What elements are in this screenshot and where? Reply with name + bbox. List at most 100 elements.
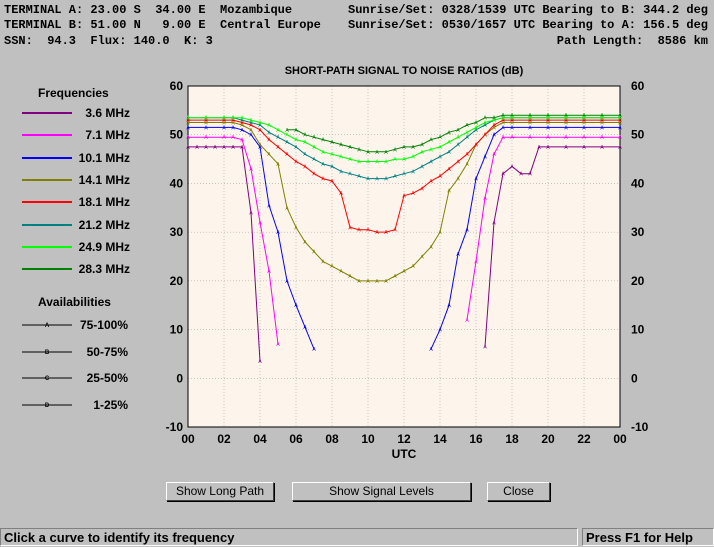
- data-point: A: [312, 172, 316, 178]
- chart-title: SHORT-PATH SIGNAL TO NOISE RATIOS (dB): [285, 65, 524, 77]
- data-point: A: [330, 179, 334, 185]
- data-point: A: [618, 121, 622, 127]
- data-point: A: [483, 121, 487, 127]
- data-point: A: [600, 116, 604, 122]
- data-point: A: [267, 123, 271, 129]
- data-point: A: [474, 259, 478, 265]
- data-point: A: [546, 125, 550, 131]
- availability-marker: C: [45, 376, 50, 382]
- data-point: A: [474, 125, 478, 131]
- data-point: A: [231, 118, 235, 124]
- show-long-path-button[interactable]: Show Long Path: [166, 482, 274, 501]
- availability-label: 25-50%: [86, 371, 128, 385]
- data-point: A: [258, 128, 262, 134]
- data-point: A: [519, 172, 523, 178]
- availability-marker: A: [45, 323, 50, 329]
- data-point: A: [195, 145, 199, 151]
- legend-label: 24.9 MHz: [78, 239, 130, 254]
- data-point: A: [240, 118, 244, 124]
- data-point: A: [186, 116, 190, 122]
- y-tick-label-right: 40: [631, 176, 645, 190]
- data-point: A: [456, 160, 460, 166]
- data-point: A: [312, 347, 316, 353]
- data-point: A: [393, 228, 397, 234]
- data-point: A: [384, 177, 388, 183]
- data-point: A: [546, 113, 550, 119]
- data-point: A: [375, 279, 379, 285]
- data-point: A: [249, 211, 253, 217]
- data-point: A: [366, 228, 370, 234]
- y-tick-label-right: 10: [631, 323, 645, 337]
- data-point: A: [249, 118, 253, 124]
- y-tick-label-left: 20: [170, 274, 184, 288]
- availabilities-title: Availabilities: [38, 295, 111, 309]
- data-point: A: [384, 230, 388, 236]
- availability-label: 75-100%: [79, 318, 128, 332]
- availability-item: A 75-100%: [20, 318, 130, 332]
- data-point: A: [438, 174, 442, 180]
- data-point: A: [618, 116, 622, 122]
- legend-swatch: [22, 112, 72, 114]
- data-point: A: [546, 121, 550, 127]
- legend-swatch: [22, 201, 72, 204]
- data-point: A: [330, 140, 334, 146]
- frequencies-title: Frequencies: [38, 86, 109, 100]
- data-point: A: [303, 325, 307, 331]
- data-point: A: [294, 225, 298, 231]
- data-point: A: [294, 138, 298, 144]
- bearing-to-b: Bearing to B: 344.2 deg: [542, 3, 708, 17]
- data-point: A: [600, 118, 604, 124]
- data-point: A: [564, 135, 568, 141]
- snr-chart[interactable]: SHORT-PATH SIGNAL TO NOISE RATIOS (dB) 0 0…: [0, 60, 714, 530]
- data-point: A: [420, 142, 424, 148]
- availability-swatch: A: [22, 323, 72, 329]
- y-tick-label-left: 0: [176, 371, 183, 385]
- x-tick-label: 10: [361, 432, 375, 446]
- show-signal-levels-button[interactable]: Show Signal Levels: [292, 482, 471, 501]
- data-point: A: [438, 145, 442, 151]
- data-point: A: [510, 135, 514, 141]
- series-28-3-mhz[interactable]: A AA A A A A A A A A A A A A AA AA AA AA A A A A A A A A A: [285, 113, 622, 156]
- data-point: A: [258, 359, 262, 365]
- data-point: A: [276, 128, 280, 134]
- data-point: A: [348, 145, 352, 151]
- series-line: [188, 119, 620, 233]
- data-point: A: [321, 259, 325, 265]
- data-point: A: [312, 145, 316, 151]
- data-point: A: [465, 228, 469, 234]
- data-point: A: [186, 135, 190, 141]
- data-point: A: [600, 113, 604, 119]
- series-line: [188, 136, 279, 345]
- data-point: A: [528, 121, 532, 127]
- legend-label: 7.1 MHz: [85, 128, 130, 143]
- x-tick-label: 12: [397, 432, 411, 446]
- data-point: A: [312, 157, 316, 163]
- data-point: A: [465, 130, 469, 136]
- data-point: A: [249, 167, 253, 173]
- data-point: A: [240, 116, 244, 122]
- data-point: A: [474, 121, 478, 127]
- x-tick-label: 06: [289, 432, 303, 446]
- data-point: A: [465, 135, 469, 141]
- series-line: [430, 126, 620, 350]
- data-point: A: [456, 252, 460, 258]
- data-point: A: [447, 130, 451, 136]
- data-point: A: [438, 328, 442, 334]
- data-point: A: [258, 145, 262, 151]
- availability-swatch: B: [22, 350, 72, 356]
- data-point: A: [339, 155, 343, 161]
- data-point: A: [618, 113, 622, 119]
- data-point: A: [285, 279, 289, 285]
- y-tick-label-left: 50: [170, 128, 184, 142]
- data-point: A: [240, 138, 244, 144]
- close-button[interactable]: Close: [487, 482, 550, 501]
- data-point: A: [420, 150, 424, 156]
- data-point: A: [321, 138, 325, 144]
- legend-label: 21.2 MHz: [78, 217, 130, 232]
